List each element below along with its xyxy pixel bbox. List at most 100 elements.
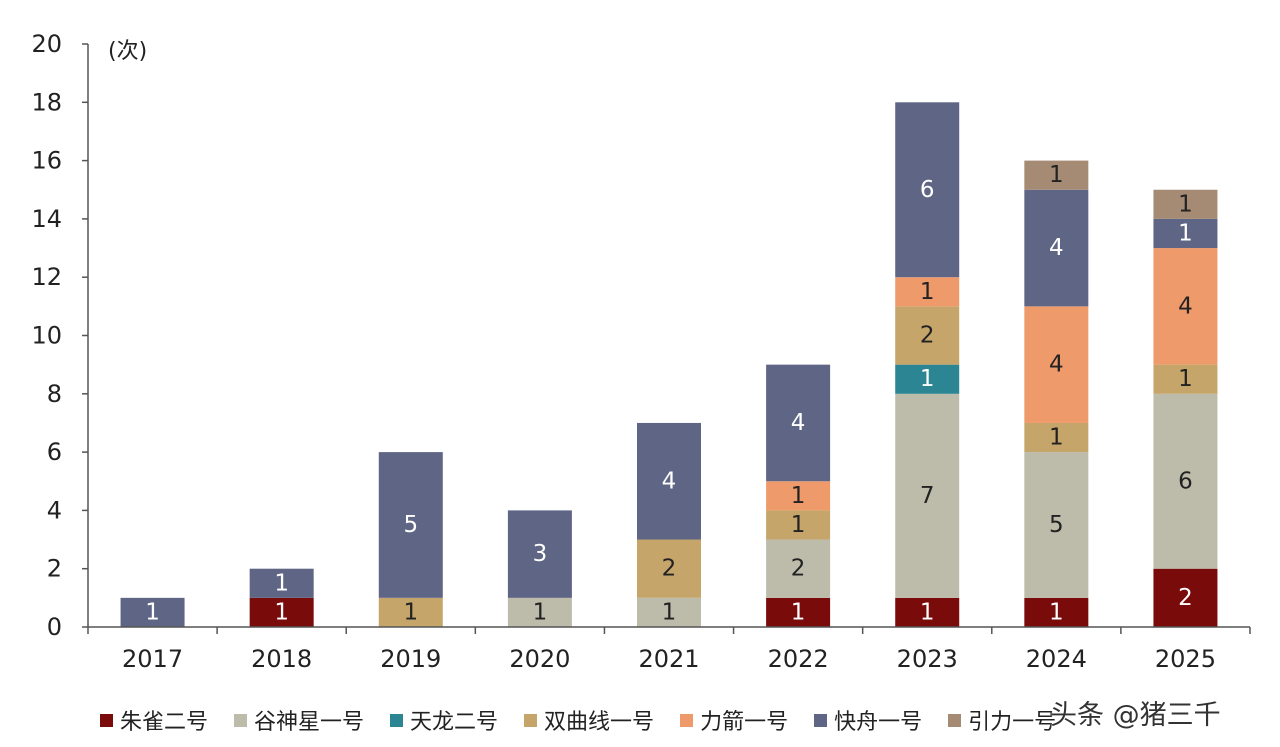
bar-segment-label: 1 bbox=[920, 366, 935, 392]
legend-label: 天龙二号 bbox=[410, 710, 499, 735]
legend-swatch bbox=[100, 713, 113, 727]
bar-segment-label: 6 bbox=[1178, 468, 1193, 494]
y-tick-label: 8 bbox=[47, 380, 62, 408]
x-tick-label: 2019 bbox=[380, 645, 441, 673]
bar-segment-label: 1 bbox=[274, 599, 289, 625]
bar-segment-label: 2 bbox=[1178, 585, 1193, 611]
bar-segment-label: 1 bbox=[403, 599, 418, 625]
legend-label: 谷神星一号 bbox=[254, 710, 365, 735]
bar-segment-label: 3 bbox=[533, 541, 548, 567]
bar-segment bbox=[1024, 597, 1089, 627]
bar-segment-label: 1 bbox=[1049, 162, 1064, 188]
legend-swatch bbox=[390, 713, 404, 727]
legend-item: 引力一号 bbox=[948, 704, 1056, 736]
bar-segment-label: 2 bbox=[920, 323, 935, 349]
bar-segment-label: 1 bbox=[1178, 366, 1193, 392]
bar-segment bbox=[766, 597, 831, 627]
x-tick-label: 2023 bbox=[897, 645, 958, 673]
legend-swatch bbox=[814, 713, 828, 727]
bar-segment bbox=[1024, 160, 1089, 190]
bar-segment-label: 2 bbox=[662, 556, 677, 582]
legend: 朱雀二号 谷神星一号 天龙二号 双曲线一号 力箭一号 快舟一号 引力一号 bbox=[100, 700, 1082, 740]
x-tick-label: 2018 bbox=[251, 645, 312, 673]
watermark: 头条 @猪三千 bbox=[1050, 700, 1221, 731]
legend-swatch bbox=[524, 713, 538, 727]
bar-segment-label: 2 bbox=[791, 556, 806, 582]
y-tick-label: 18 bbox=[31, 88, 62, 116]
bar-segment-label: 4 bbox=[1049, 235, 1064, 261]
y-tick-label: 6 bbox=[47, 438, 62, 466]
y-tick-label: 12 bbox=[31, 263, 62, 291]
y-tick-label: 16 bbox=[31, 147, 62, 175]
bar-segment bbox=[1024, 422, 1089, 453]
bar-segment-label: 4 bbox=[1178, 293, 1193, 319]
y-tick-label: 2 bbox=[47, 555, 62, 583]
bar-segment bbox=[1153, 393, 1218, 569]
bar-segment bbox=[1153, 364, 1218, 394]
bar-segment-label: 1 bbox=[145, 599, 160, 625]
bar-segment bbox=[507, 597, 572, 627]
bar-segment bbox=[895, 597, 960, 627]
bar-segment-label: 5 bbox=[403, 512, 418, 538]
bar-segment-label: 1 bbox=[920, 599, 935, 625]
bar-segment bbox=[895, 393, 960, 598]
y-tick-label: 0 bbox=[47, 613, 62, 641]
bar-segment bbox=[507, 510, 572, 598]
y-tick-label: 14 bbox=[31, 205, 62, 233]
bar-segment bbox=[895, 277, 960, 307]
x-tick-label: 2025 bbox=[1155, 645, 1216, 673]
legend-swatch bbox=[234, 713, 248, 727]
bar-segment bbox=[895, 364, 960, 394]
legend-item: 谷神星一号 bbox=[234, 704, 364, 736]
legend-swatch bbox=[680, 713, 694, 727]
y-tick-label: 4 bbox=[47, 496, 62, 524]
bar-segment-label: 1 bbox=[791, 599, 806, 625]
y-tick-label: 10 bbox=[31, 322, 62, 350]
bar-segment-label: 6 bbox=[920, 177, 935, 203]
bar-segment bbox=[1024, 452, 1089, 598]
bar-segment bbox=[766, 364, 831, 482]
y-unit-label: (次) bbox=[108, 39, 147, 64]
bar-segment bbox=[766, 510, 831, 540]
bar-segment-label: 7 bbox=[920, 483, 935, 509]
bar-segment bbox=[895, 306, 960, 365]
bar-segment bbox=[378, 597, 443, 627]
bar-segment bbox=[895, 102, 960, 278]
bar-segment-label: 1 bbox=[1049, 599, 1064, 625]
y-tick-label: 20 bbox=[31, 30, 62, 58]
bar-segment-label: 1 bbox=[1178, 220, 1193, 246]
bar-segment bbox=[249, 597, 314, 627]
legend-label: 双曲线一号 bbox=[544, 710, 655, 735]
bar-segment-label: 4 bbox=[1049, 352, 1064, 378]
legend-label: 朱雀二号 bbox=[120, 710, 209, 735]
legend-label: 引力一号 bbox=[968, 710, 1057, 735]
bar-segment bbox=[637, 422, 701, 540]
bar-segment-label: 4 bbox=[662, 468, 677, 494]
bar-segment-label: 1 bbox=[274, 570, 289, 596]
bar-segment bbox=[378, 452, 443, 598]
legend-item: 力箭一号 bbox=[680, 704, 788, 736]
bar-segment-label: 1 bbox=[791, 483, 806, 509]
x-tick-label: 2022 bbox=[768, 645, 829, 673]
x-tick-label: 2017 bbox=[122, 645, 183, 673]
bar-segment-label: 1 bbox=[1178, 191, 1193, 217]
bar-segment-label: 1 bbox=[662, 599, 677, 625]
legend-item: 朱雀二号 bbox=[100, 704, 208, 736]
bar-segment bbox=[1153, 218, 1218, 249]
legend-label: 快舟一号 bbox=[834, 710, 923, 735]
legend-item: 双曲线一号 bbox=[524, 704, 654, 736]
legend-swatch bbox=[948, 713, 962, 727]
x-tick-label: 2020 bbox=[509, 645, 570, 673]
bar-segment bbox=[1153, 248, 1218, 365]
x-axis: 2017 2018 2019 2020 2021 2022 2023 2024 2025 bbox=[87, 626, 1251, 673]
bar-segment-label: 1 bbox=[920, 279, 935, 305]
legend-item: 快舟一号 bbox=[814, 704, 922, 736]
legend-label: 力箭一号 bbox=[700, 710, 789, 735]
bar-segment bbox=[637, 597, 701, 627]
bar-segment bbox=[1153, 568, 1218, 627]
bar-segment bbox=[766, 481, 831, 511]
bar-segment bbox=[1153, 189, 1218, 219]
bar-segment-label: 5 bbox=[1049, 512, 1064, 538]
bar-segment-label: 1 bbox=[791, 512, 806, 538]
